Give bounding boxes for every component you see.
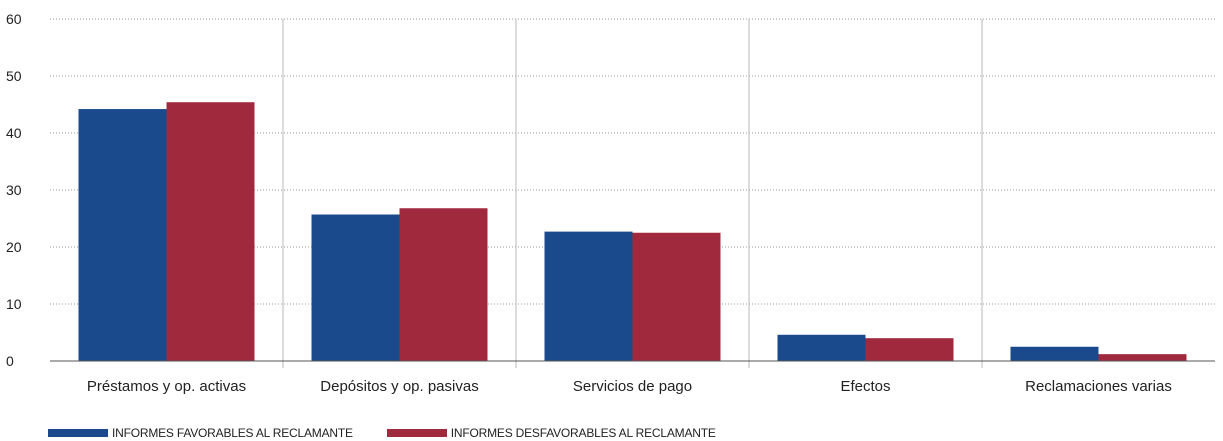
bar-desfavorables [632,232,721,361]
bar-desfavorables [166,102,255,361]
category-label: Efectos [840,378,890,395]
bar-favorables [311,214,400,361]
category-separators [282,19,983,368]
bar-desfavorables [399,208,488,361]
bar-favorables [777,334,866,361]
legend-label-favorables: INFORMES FAVORABLES AL RECLAMANTE [112,426,353,440]
y-tick-label: 0 [6,353,14,369]
y-tick-label: 60 [6,11,22,27]
category-label: Depósitos y op. pasivas [320,378,478,395]
category-label: Préstamos y op. activas [87,378,246,395]
category-labels: Préstamos y op. activas Depósitos y op. p… [87,378,1172,395]
bar-desfavorables [1098,354,1187,361]
bars [78,102,1187,361]
legend-swatch-desfavorables [386,429,447,437]
y-tick-label: 40 [6,125,22,141]
y-tick-label: 30 [6,182,22,198]
legend-item-desfavorables: INFORMES DESFAVORABLES AL RECLAMANTE [386,426,716,440]
category-label: Servicios de pago [573,378,692,395]
y-tick-label: 10 [6,296,22,312]
y-tick-label: 20 [6,239,22,255]
legend-swatch-favorables [48,429,108,437]
bar-favorables [78,109,167,361]
category-label: Reclamaciones varias [1025,378,1172,395]
bar-desfavorables [865,338,954,361]
legend: INFORMES FAVORABLES AL RECLAMANTE INFORM… [48,426,716,440]
legend-item-favorables: INFORMES FAVORABLES AL RECLAMANTE [48,426,353,440]
bar-favorables [544,231,633,361]
bar-favorables [1010,346,1099,361]
y-tick-label: 50 [6,68,22,84]
legend-label-desfavorables: INFORMES DESFAVORABLES AL RECLAMANTE [450,426,716,440]
y-tick-labels: 0 10 20 30 40 50 60 [6,11,22,369]
